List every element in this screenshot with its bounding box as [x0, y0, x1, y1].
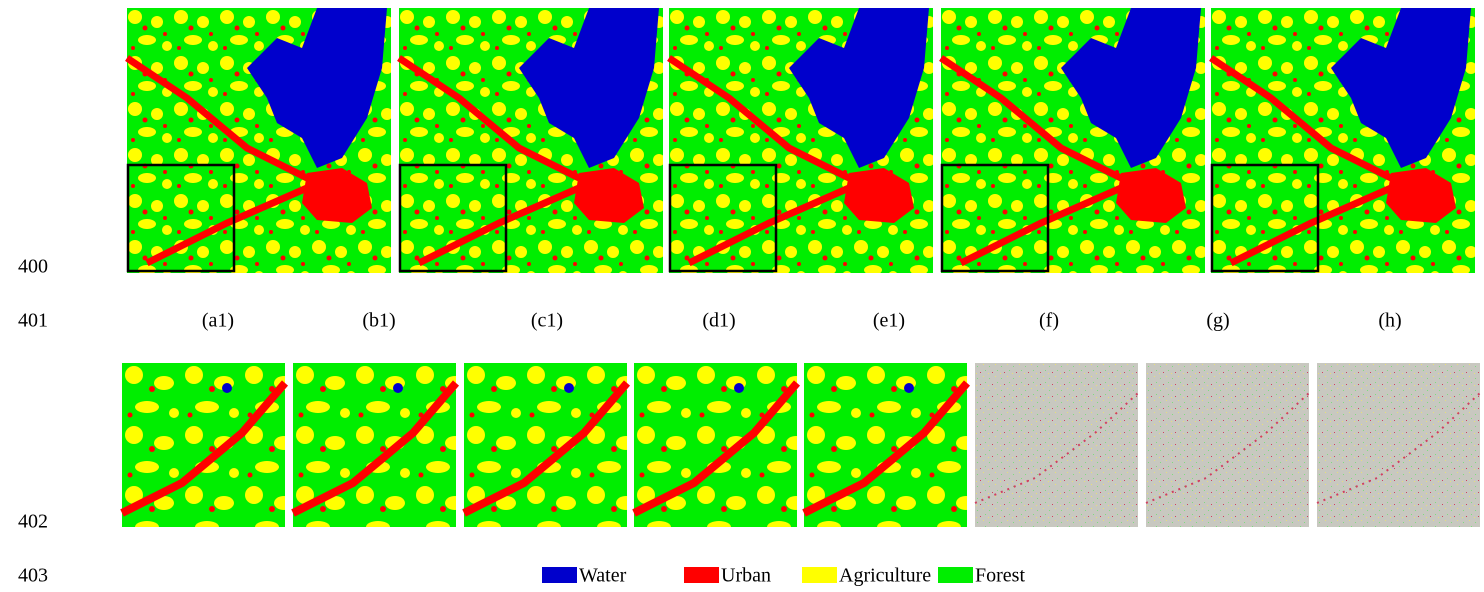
panel-label: (d1) [702, 310, 735, 332]
legend-label: Urban [721, 565, 771, 587]
map-panel [127, 8, 391, 273]
figure: 400 401 402 403 (a1) (b1) (c1) (d1) (e1) (f) (g) (h… [0, 0, 1484, 592]
zoom-panel [634, 363, 797, 527]
water-region [904, 383, 914, 393]
water-region [734, 383, 744, 393]
zoom-panel [1317, 363, 1480, 527]
zoom-panel [122, 363, 285, 527]
map-panel [1211, 8, 1475, 273]
line-number: 403 [18, 565, 48, 587]
panel-label: (e1) [873, 310, 905, 332]
legend-label: Water [579, 565, 627, 587]
map-panel [669, 8, 933, 273]
line-number: 401 [18, 310, 48, 332]
panel-label: (h) [1378, 310, 1401, 332]
map-background [1317, 363, 1480, 527]
legend-label: Forest [975, 565, 1025, 587]
line-number: 402 [18, 511, 48, 533]
map-panel [399, 8, 663, 273]
panel-label: (b1) [362, 310, 395, 332]
legend-swatch [938, 567, 973, 583]
map-panel [941, 8, 1205, 273]
panel-label: (c1) [531, 310, 563, 332]
panel-label: (a1) [202, 310, 234, 332]
panel-label: (g) [1206, 310, 1229, 332]
water-region [222, 383, 232, 393]
zoom-panel [804, 363, 967, 527]
zoom-panel [464, 363, 627, 527]
line-number: 400 [18, 256, 48, 278]
map-background [1146, 363, 1309, 527]
panel-label: (f) [1039, 310, 1059, 332]
water-region [393, 383, 403, 393]
zoom-panel [293, 363, 456, 527]
water-region [564, 383, 574, 393]
map-background [975, 363, 1138, 527]
zoom-panel [1146, 363, 1309, 527]
zoom-panel [975, 363, 1138, 527]
legend-swatch [542, 567, 577, 583]
legend-swatch [684, 567, 719, 583]
legend-label: Agriculture [839, 565, 931, 587]
legend-swatch [802, 567, 837, 583]
